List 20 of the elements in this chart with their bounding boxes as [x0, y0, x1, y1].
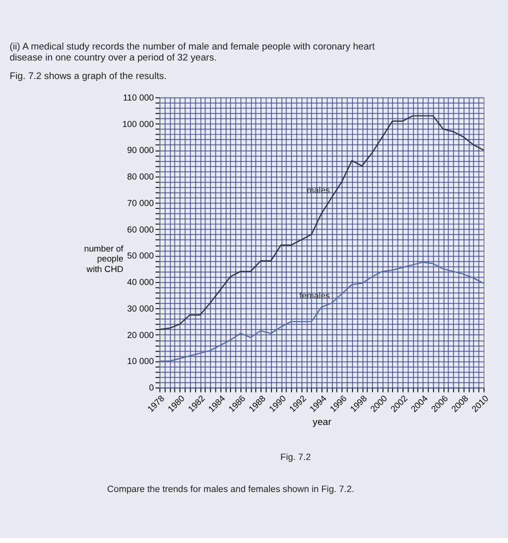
- y-tick-label: 90 000: [127, 145, 154, 156]
- chart-title: (ii) A medical study records the number of male and female people with coronary heart disease in one country over a period of 32 years.: [10, 41, 376, 64]
- x-axis-title: year: [312, 417, 332, 428]
- caption: Fig. 7.2: [280, 452, 311, 462]
- y-tick-label: 40 000: [127, 277, 154, 288]
- y-tick-label: 60 000: [127, 224, 154, 234]
- y-tick-label: 0: [148, 382, 154, 393]
- y-tick-label: 70 000: [127, 198, 154, 208]
- y-tick-label: 10 000: [127, 356, 154, 366]
- y-tick-label: 20 000: [127, 330, 154, 340]
- y-tick-label: 30 000: [127, 303, 154, 314]
- y-tick-label: 110 000: [122, 92, 154, 102]
- chart-subtitle: Fig. 7.2 shows a graph of the results.: [10, 71, 167, 82]
- y-tick-label: 80 000: [127, 172, 154, 182]
- line-series: [158, 115, 484, 330]
- line-series: [158, 262, 484, 362]
- y-tick-label: 50 000: [127, 250, 154, 261]
- text: Compare the trends for males and females shown in Fig. 7.2.: [107, 484, 354, 494]
- y-axis-title: number of people with CHD: [84, 243, 124, 274]
- y-tick-label: 100 000: [122, 118, 154, 129]
